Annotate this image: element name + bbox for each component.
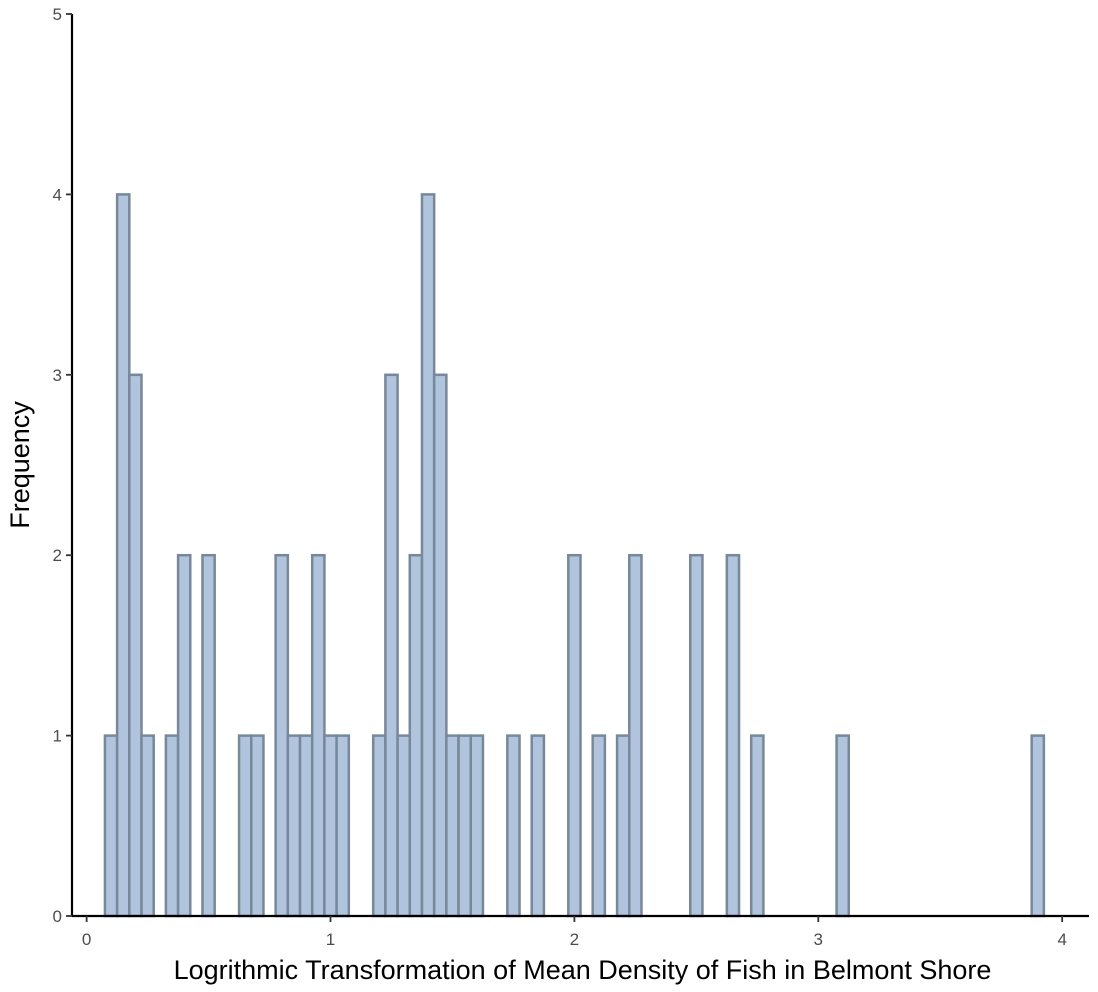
histogram-bar-8 — [250, 734, 265, 918]
histogram-bar-21 — [445, 734, 460, 918]
histogram-bar-24 — [506, 734, 521, 918]
histogram-bar-1 — [115, 193, 131, 918]
x-tick-label-3: 3 — [814, 930, 823, 949]
histogram-bar-32 — [749, 734, 765, 918]
histogram-bar-11 — [298, 734, 314, 918]
x-tick-label-2: 2 — [570, 930, 579, 949]
x-axis-ticks: 0 1 2 3 4 — [82, 916, 1067, 949]
x-axis-title: Logrithmic Transformation of Mean Densit… — [174, 955, 992, 985]
histogram-bar-29 — [628, 553, 643, 918]
histogram-bar-17 — [396, 734, 412, 918]
histogram-bar-4 — [164, 734, 180, 918]
histogram-bar-7 — [237, 734, 253, 918]
x-tick-label-1: 1 — [326, 930, 335, 949]
histogram-bar-22 — [457, 734, 473, 918]
y-axis-title: Frequency — [5, 401, 35, 529]
histogram-bar-28 — [615, 734, 631, 918]
histogram-bar-13 — [323, 734, 338, 918]
y-tick-label-2: 2 — [53, 546, 62, 565]
histogram-bar-25 — [530, 734, 546, 918]
histogram-bar-33 — [835, 734, 851, 918]
x-tick-label-4: 4 — [1057, 930, 1066, 949]
histogram-bar-31 — [725, 553, 741, 918]
histogram-bar-19 — [420, 193, 436, 918]
y-axis-ticks: 0 1 2 3 4 5 — [53, 5, 72, 926]
y-tick-label-1: 1 — [53, 727, 62, 746]
histogram-bar-3 — [140, 734, 155, 918]
histogram-bar-14 — [335, 734, 351, 918]
y-tick-label-3: 3 — [53, 366, 62, 385]
histogram-bar-34 — [1030, 734, 1046, 918]
histogram-bar-26 — [567, 553, 582, 918]
histogram-bar-16 — [384, 373, 399, 918]
bars-group — [103, 193, 1046, 918]
histogram-bar-2 — [128, 373, 143, 918]
y-tick-label-0: 0 — [53, 907, 62, 926]
y-tick-label-5: 5 — [53, 5, 62, 24]
histogram-bar-30 — [688, 553, 704, 918]
x-tick-label-0: 0 — [82, 930, 91, 949]
histogram-bar-18 — [408, 553, 424, 918]
histogram-bar-0 — [103, 734, 119, 918]
histogram-bar-5 — [176, 553, 192, 918]
histogram-bar-9 — [274, 553, 290, 918]
y-tick-label-4: 4 — [53, 185, 62, 204]
histogram-bar-27 — [591, 734, 607, 918]
histogram-bar-6 — [201, 553, 216, 918]
histogram-bar-20 — [432, 373, 448, 918]
histogram-bar-23 — [469, 734, 485, 918]
histogram-bar-12 — [310, 553, 326, 918]
histogram-bar-10 — [286, 734, 302, 918]
histogram-bar-15 — [371, 734, 387, 918]
